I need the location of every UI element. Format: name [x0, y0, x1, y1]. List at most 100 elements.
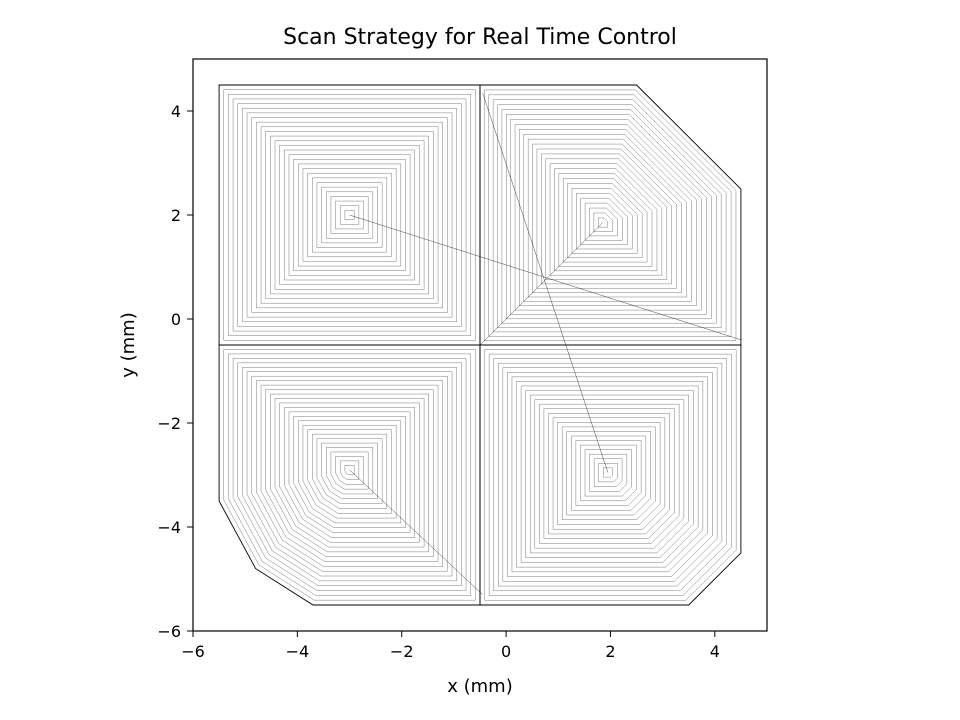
- x-tick-label: −2: [390, 642, 414, 661]
- scan-contour: [580, 198, 628, 245]
- scan-island-4: [479, 344, 742, 606]
- scan-contour: [554, 168, 658, 271]
- scan-contour: [501, 109, 717, 324]
- scan-contour: [492, 99, 727, 333]
- scan-contour: [284, 407, 415, 538]
- scan-contour: [279, 402, 420, 543]
- scan-contour: [321, 186, 378, 244]
- island-boundary: [479, 344, 742, 606]
- scan-contour: [589, 207, 618, 237]
- scan-contour: [251, 117, 448, 313]
- y-axis-label: y (mm): [118, 312, 139, 378]
- scan-contour: [566, 431, 651, 516]
- scan-contour: [527, 138, 687, 298]
- y-tick-label: 2: [171, 206, 181, 225]
- scan-contour: [498, 363, 723, 587]
- x-axis-label: x (mm): [447, 676, 513, 697]
- scan-contour: [488, 353, 732, 596]
- scan-contour: [246, 112, 453, 318]
- scan-contour: [511, 376, 708, 573]
- scan-contour: [330, 451, 369, 490]
- scan-contour: [270, 393, 429, 553]
- scan-contour: [539, 403, 680, 544]
- scan-contour: [493, 358, 727, 591]
- scan-contour: [260, 384, 439, 562]
- island-boundary: [218, 344, 481, 606]
- chart-title: Scan Strategy for Real Time Control: [283, 25, 677, 50]
- scan-contour: [256, 121, 443, 309]
- scan-contour: [265, 131, 434, 299]
- scan-contour: [232, 358, 467, 591]
- x-axis: −6 −4 −2 0 2 4: [181, 631, 720, 661]
- y-tick-label: −2: [157, 414, 181, 433]
- scan-contour: [246, 371, 453, 577]
- scan-contour: [567, 183, 643, 258]
- scan-contour: [335, 200, 364, 230]
- scan-contour: [279, 145, 420, 285]
- scan-contour: [237, 362, 462, 586]
- x-tick-label: 0: [501, 642, 511, 661]
- plot-frame: [192, 58, 768, 632]
- scan-contour: [536, 148, 677, 289]
- scan-contour: [326, 447, 374, 495]
- scan-contour: [312, 177, 387, 253]
- scan-contour: [237, 103, 462, 327]
- scan-contour: [484, 89, 737, 341]
- scan-contour: [312, 433, 387, 509]
- scan-contour: [558, 173, 653, 267]
- scan-contour: [302, 425, 397, 519]
- scan-contour: [251, 376, 448, 572]
- scan-island-2: [479, 84, 742, 346]
- x-tick-label: −4: [286, 642, 310, 661]
- scan-contour: [589, 454, 628, 492]
- scan-contour: [552, 417, 666, 530]
- scan-contour: [593, 212, 613, 232]
- scan-contour: [484, 349, 737, 601]
- scan-contour: [284, 149, 415, 281]
- scan-contour: [497, 104, 722, 328]
- scan-contour: [265, 389, 434, 557]
- scan-contour: [330, 196, 369, 234]
- scan-contour: [340, 460, 360, 480]
- scan-contour: [307, 173, 392, 257]
- scan-contour: [598, 217, 608, 228]
- scan-contour: [571, 435, 647, 511]
- scan-contour: [532, 143, 682, 293]
- scan-contour: [514, 124, 702, 311]
- scan-contour: [223, 89, 476, 341]
- scan-contour: [274, 398, 425, 548]
- y-tick-label: −6: [157, 622, 181, 641]
- scan-contour: [562, 426, 656, 520]
- scan-contour: [507, 372, 713, 577]
- scan-contour: [344, 465, 355, 475]
- jump-line-3: [482, 92, 609, 473]
- scan-contour: [520, 385, 699, 563]
- scan-contour: [316, 438, 383, 504]
- scan-contour: [519, 129, 697, 306]
- scan-contour: [344, 210, 355, 220]
- scan-contour: [256, 380, 443, 567]
- scan-island-1: [218, 84, 481, 346]
- scan-island-3: [218, 344, 481, 606]
- scan-contour: [548, 413, 670, 535]
- jump-line-2: [479, 222, 603, 346]
- scan-contour: [593, 458, 623, 487]
- scan-contour: [288, 411, 411, 533]
- scan-contour: [335, 456, 364, 485]
- island-boundary: [218, 84, 481, 346]
- scan-contour: [545, 158, 668, 280]
- scan-contour: [530, 394, 689, 554]
- scan-contour: [563, 178, 648, 263]
- scan-contour: [228, 94, 471, 336]
- scan-contour: [293, 159, 406, 271]
- scan-contour: [598, 463, 618, 483]
- scan-contour: [340, 205, 360, 225]
- x-tick-label: −6: [181, 642, 205, 661]
- scan-contour: [242, 367, 457, 582]
- scan-contour: [575, 440, 642, 506]
- island-boundary: [479, 84, 742, 346]
- scan-contour: [502, 367, 718, 582]
- jump-line-1: [349, 214, 741, 341]
- scan-contour: [534, 399, 685, 549]
